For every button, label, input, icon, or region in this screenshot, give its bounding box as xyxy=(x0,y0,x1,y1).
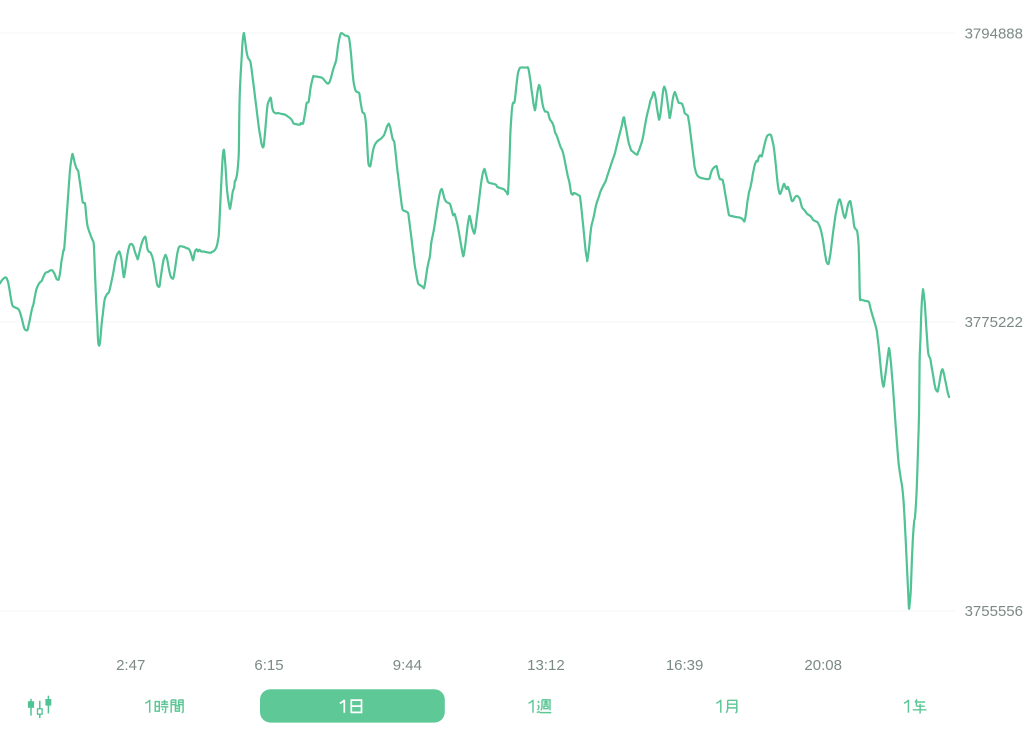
svg-text:3794888: 3794888 xyxy=(965,26,1023,43)
svg-text:13:12: 13:12 xyxy=(527,657,565,674)
svg-text:9:44: 9:44 xyxy=(393,657,422,674)
svg-text:3755556: 3755556 xyxy=(965,603,1023,620)
svg-text:6:15: 6:15 xyxy=(254,657,283,674)
svg-text:16:39: 16:39 xyxy=(666,657,704,674)
svg-text:20:08: 20:08 xyxy=(804,657,842,674)
svg-text:3775222: 3775222 xyxy=(965,314,1023,331)
svg-text:2:47: 2:47 xyxy=(116,657,145,674)
